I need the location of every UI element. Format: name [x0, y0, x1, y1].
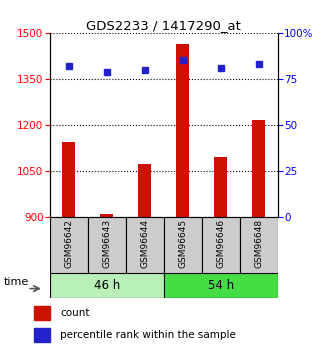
Bar: [214, 157, 227, 217]
Bar: [164, 273, 278, 298]
Bar: [126, 217, 164, 273]
Text: GSM96642: GSM96642: [64, 219, 73, 268]
Title: GDS2233 / 1417290_at: GDS2233 / 1417290_at: [86, 19, 241, 32]
Text: time: time: [4, 277, 29, 287]
Bar: [50, 273, 164, 298]
Bar: [252, 119, 265, 217]
Text: count: count: [60, 308, 90, 318]
Bar: [138, 164, 152, 217]
Bar: [202, 217, 240, 273]
Text: GSM96648: GSM96648: [254, 219, 263, 268]
Text: GSM96644: GSM96644: [140, 219, 149, 268]
Text: percentile rank within the sample: percentile rank within the sample: [60, 330, 236, 339]
Bar: [240, 217, 278, 273]
Text: GSM96645: GSM96645: [178, 219, 187, 268]
Bar: [50, 217, 88, 273]
Bar: [62, 142, 75, 217]
Bar: [34, 306, 50, 320]
Bar: [176, 43, 189, 217]
Bar: [34, 328, 50, 342]
Text: 54 h: 54 h: [208, 279, 234, 292]
Bar: [164, 217, 202, 273]
Text: GSM96643: GSM96643: [102, 219, 111, 268]
Text: 46 h: 46 h: [94, 279, 120, 292]
Bar: [100, 214, 113, 217]
Text: GSM96646: GSM96646: [216, 219, 225, 268]
Bar: [88, 217, 126, 273]
